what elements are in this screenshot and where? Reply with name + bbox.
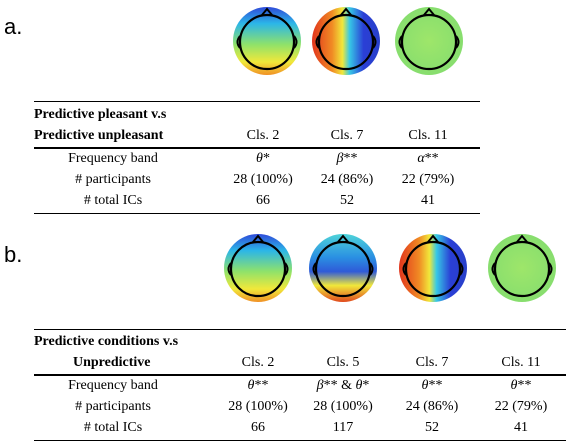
table-a-cell: 41 (421, 193, 435, 208)
table-b-cell: 22 (79%) (494, 399, 548, 414)
panel-a-label: a. (4, 14, 23, 39)
table-a-row-label: Frequency band (68, 151, 158, 166)
table-b-cell: 41 (514, 420, 528, 435)
table-b-freq-cell: θ** (421, 378, 443, 393)
table-a-cell: 22 (79%) (401, 172, 455, 187)
table-a-top-rule (34, 101, 480, 102)
scalp-topoplot-icon (395, 7, 463, 75)
scalp-topoplot-icon (224, 234, 292, 302)
table-b-cell: 117 (332, 420, 354, 435)
table-a-cell: 24 (86%) (320, 172, 374, 187)
table-a-header-line2: Predictive unpleasant (34, 128, 164, 143)
table-b-col-header: Cls. 11 (501, 355, 541, 370)
table-a-cell: 52 (340, 193, 354, 208)
table-b-cell: 28 (100%) (228, 399, 288, 414)
table-b-cell: 52 (425, 420, 439, 435)
table-b-freq-cell: θ** (247, 378, 269, 393)
table-b-top-rule (34, 329, 566, 330)
table-b-col-header: Cls. 7 (415, 355, 449, 370)
table-b-cell: 28 (100%) (313, 399, 373, 414)
scalp-topoplot-icon (312, 7, 380, 75)
scalp-topoplot-icon (309, 234, 377, 302)
table-b-header-line1: Predictive conditions v.s (34, 334, 179, 349)
table-b-freq-cell: β** & θ* (316, 378, 370, 393)
table-a-cell: 66 (256, 193, 270, 208)
table-b-header-line2: Unpredictive (73, 355, 151, 370)
table-b-col-header: Cls. 2 (241, 355, 275, 370)
table-b-cell: 66 (251, 420, 265, 435)
table-a-freq-cell: β** (336, 151, 358, 166)
table-a-header-rule (34, 147, 480, 149)
scalp-topoplot-icon (233, 7, 301, 75)
table-a-row-label: # participants (75, 172, 151, 187)
scalp-topoplot-icon (488, 234, 556, 302)
table-b-col-header: Cls. 5 (326, 355, 360, 370)
panel-b-label: b. (4, 242, 23, 267)
table-b-header-rule (34, 374, 566, 376)
table-b-row-label: # participants (75, 399, 151, 414)
scalp-topoplot-icon (399, 234, 467, 302)
table-a-col-header: Cls. 11 (408, 128, 448, 143)
table-b-freq-cell: θ** (510, 378, 532, 393)
table-a-cell: 28 (100%) (233, 172, 293, 187)
table-b-row-label: # total ICs (83, 420, 143, 435)
table-a-col-header: Cls. 7 (330, 128, 364, 143)
table-a-col-header: Cls. 2 (246, 128, 280, 143)
table-b-row-label: Frequency band (68, 378, 158, 393)
table-a-freq-cell: θ* (256, 151, 270, 166)
table-a-bottom-rule (34, 213, 480, 214)
table-a-row-label: # total ICs (83, 193, 143, 208)
table-a-freq-cell: α** (417, 151, 439, 166)
table-a-header-line1: Predictive pleasant v.s (34, 107, 167, 122)
table-b-cell: 24 (86%) (405, 399, 459, 414)
table-b-bottom-rule (34, 440, 566, 441)
